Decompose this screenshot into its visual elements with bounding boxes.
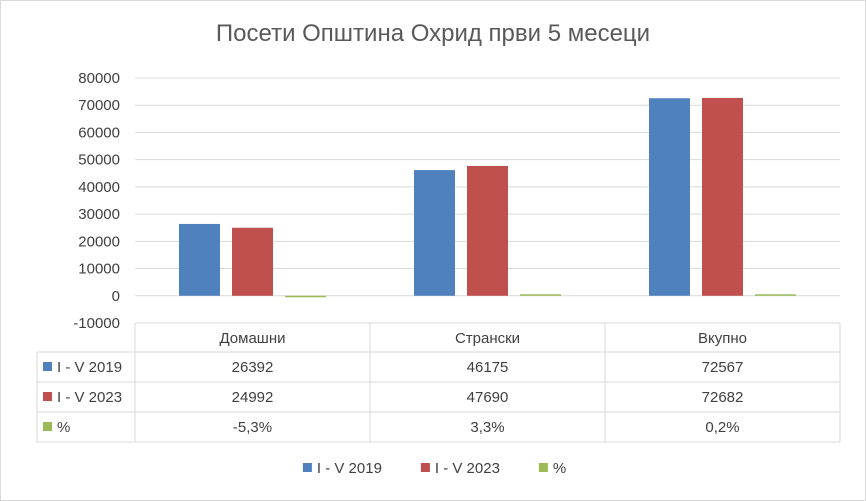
table-header-cell: Странски bbox=[455, 330, 520, 347]
y-tick-label: 50000 bbox=[78, 152, 120, 169]
table-value-cell: 72682 bbox=[702, 389, 744, 406]
table-value-cell: -5,3% bbox=[233, 419, 272, 436]
bar bbox=[520, 294, 561, 296]
table-header-cell: Домашни bbox=[219, 330, 285, 347]
y-tick-label: 30000 bbox=[78, 206, 120, 223]
table-value-cell: 3,3% bbox=[470, 419, 504, 436]
bar bbox=[179, 223, 220, 296]
y-axis-ticks: 80000 70000 60000 50000 40000 30000 20000 10000… bbox=[73, 70, 120, 332]
bars bbox=[179, 97, 796, 298]
table-legend-key bbox=[43, 422, 52, 431]
bar bbox=[414, 170, 455, 296]
table-value-cell: 26392 bbox=[232, 359, 274, 376]
y-tick-label: 0 bbox=[112, 288, 120, 305]
data-table: Домашни Странски Вкупно I - V 2019 26392 4617… bbox=[36, 322, 841, 443]
table-legend-key bbox=[43, 362, 52, 371]
bar bbox=[649, 98, 690, 296]
table-row-label: I - V 2023 bbox=[57, 389, 122, 406]
chart-title: Посети Општина Охрид први 5 месеци bbox=[215, 20, 651, 47]
y-tick-label: 60000 bbox=[78, 124, 120, 141]
legend: I - V 2019 I - V 2023% bbox=[302, 460, 566, 477]
table-legend-key bbox=[43, 392, 52, 401]
y-tick-label: 40000 bbox=[78, 179, 120, 196]
y-tick-label: -10000 bbox=[73, 315, 120, 332]
legend-key bbox=[420, 463, 430, 472]
legend-label: I - V 2023 bbox=[435, 460, 500, 477]
legend-key bbox=[538, 463, 548, 472]
table-value-cell: 0,2% bbox=[705, 419, 739, 436]
legend-key bbox=[302, 463, 312, 472]
y-tick-label: 20000 bbox=[78, 233, 120, 250]
table-row-label: % bbox=[57, 419, 70, 436]
y-tick-label: 10000 bbox=[78, 261, 120, 278]
y-tick-label: 70000 bbox=[78, 97, 120, 114]
y-tick-label: 80000 bbox=[78, 70, 120, 87]
table-value-cell: 72567 bbox=[702, 359, 744, 376]
table-value-cell: 47690 bbox=[467, 389, 509, 406]
table-value-cell: 46175 bbox=[467, 359, 509, 376]
legend-label: % bbox=[553, 460, 566, 477]
table-value-cell: 24992 bbox=[232, 389, 274, 406]
bar bbox=[232, 227, 273, 296]
table-header-cell: Вкупно bbox=[698, 330, 747, 347]
bar bbox=[285, 295, 326, 298]
table-row-label: I - V 2019 bbox=[57, 359, 122, 376]
bar bbox=[702, 97, 743, 296]
legend-label: I - V 2019 bbox=[317, 460, 382, 477]
bar bbox=[467, 165, 508, 296]
bar bbox=[755, 294, 796, 296]
